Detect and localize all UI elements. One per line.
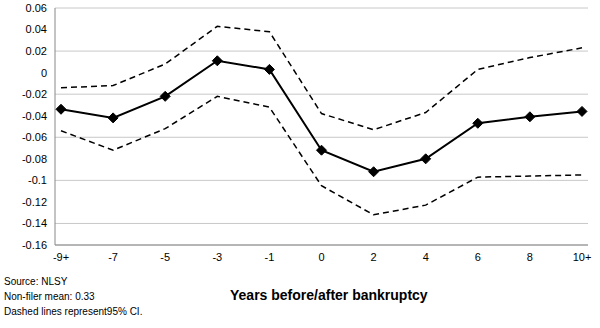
svg-text:-0.16: -0.16 [22, 239, 47, 251]
svg-text:10+: 10+ [573, 251, 592, 263]
svg-text:0.06: 0.06 [26, 2, 47, 14]
svg-text:0.04: 0.04 [26, 23, 47, 35]
svg-text:-7: -7 [108, 251, 118, 263]
html-text:Source: NLSY: Source: NLSY [4, 276, 68, 287]
html-text:Years before/after bankruptcy: Years before/after bankruptcy [230, 287, 428, 303]
svg-text:8: 8 [527, 251, 533, 263]
svg-text:0: 0 [318, 251, 324, 263]
svg-text:6: 6 [475, 251, 481, 263]
svg-text:-3: -3 [212, 251, 222, 263]
svg-text:-0.02: -0.02 [22, 88, 47, 100]
svg-text:-0.12: -0.12 [22, 196, 47, 208]
svg-text:-0.1: -0.1 [28, 174, 47, 186]
svg-text:-1: -1 [265, 251, 275, 263]
svg-text:-0.04: -0.04 [22, 110, 47, 122]
svg-text:4: 4 [423, 251, 429, 263]
html-text:Non-filer mean: 0.33: Non-filer mean: 0.33 [4, 291, 95, 302]
html-text:Dashed lines represent95% CI.: Dashed lines represent95% CI. [4, 306, 143, 317]
svg-text:-0.06: -0.06 [22, 131, 47, 143]
svg-text:2: 2 [371, 251, 377, 263]
svg-text:-9+: -9+ [53, 251, 69, 263]
svg-text:-0.14: -0.14 [22, 217, 47, 229]
svg-text:0: 0 [41, 67, 47, 79]
svg-text:0.02: 0.02 [26, 45, 47, 57]
svg-text:-0.08: -0.08 [22, 153, 47, 165]
svg-text:-5: -5 [160, 251, 170, 263]
